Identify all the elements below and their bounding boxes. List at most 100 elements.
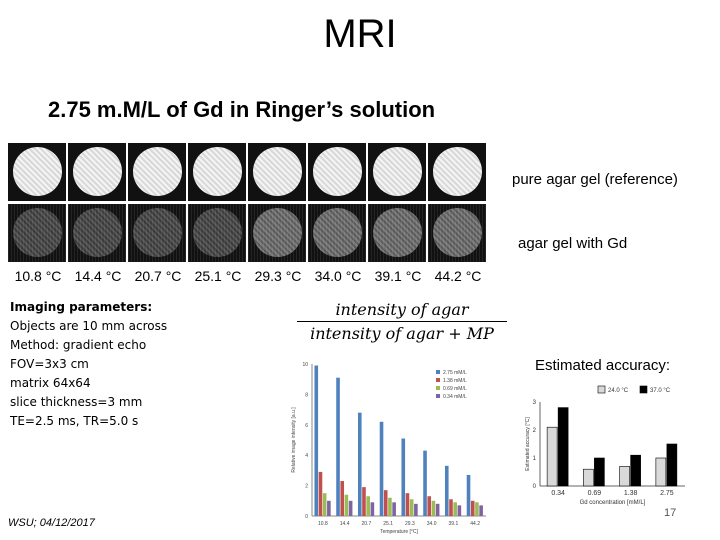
temperature-label: 44.2 °C (434, 268, 482, 284)
bar (336, 377, 340, 516)
bar (619, 466, 630, 487)
legend-label: 2.75 mM/L (443, 370, 467, 376)
x-tick-label: 39.1 (449, 521, 459, 527)
bar (405, 493, 410, 516)
parameter-line: FOV=3x3 cm (10, 357, 89, 371)
parameter-line: Method: gradient echo (10, 338, 147, 352)
x-tick-label: 0.34 (551, 490, 565, 497)
mri-image-pure (128, 143, 186, 201)
y-tick-label: 3 (533, 400, 537, 406)
mri-image-gd (308, 204, 366, 262)
mri-image-grid (8, 143, 486, 265)
bar (318, 471, 323, 516)
bar (594, 457, 605, 487)
imaging-parameters: Imaging parameters: Objects are 10 mm ac… (10, 298, 167, 431)
bar (392, 502, 396, 516)
x-tick-label: 34.0 (427, 521, 437, 527)
temperature-labels: 10.8 °C 14.4 °C 20.7 °C 25.1 °C 29.3 °C … (8, 268, 488, 284)
accuracy-label: Estimated accuracy: (535, 357, 671, 374)
bar (414, 503, 418, 516)
mri-row-pure (8, 143, 486, 201)
x-axis-title: Gd concentration [mM/L] (580, 500, 646, 506)
legend-label: 1.38 mM/L (443, 378, 467, 384)
x-tick-label: 10.8 (318, 521, 328, 527)
mri-image-pure (8, 143, 66, 201)
x-tick-label: 20.7 (362, 521, 372, 527)
y-tick-label: 10 (302, 362, 308, 368)
bar (423, 450, 427, 516)
mri-row-gd (8, 204, 486, 262)
y-tick-label: 2 (533, 428, 537, 434)
temperature-label: 10.8 °C (14, 268, 62, 284)
slide-subtitle: 2.75 m.M/L of Gd in Ringer’s solution (48, 97, 436, 122)
parameter-line: matrix 64x64 (10, 376, 91, 390)
bar (362, 487, 366, 516)
formula-numerator: intensity of agar (297, 300, 507, 322)
bar (583, 468, 594, 487)
temperature-label: 34.0 °C (314, 268, 362, 284)
bar (383, 490, 388, 516)
bar (470, 500, 475, 516)
bar (344, 494, 349, 516)
x-tick-label: 14.4 (340, 521, 350, 527)
legend-swatch (597, 385, 606, 394)
legend-label: 0.34 mM/L (443, 394, 467, 400)
x-tick-label: 44.2 (470, 521, 480, 527)
row-label-gd: agar gel with Gd (518, 235, 628, 252)
mri-image-gd (188, 204, 246, 262)
bar (401, 438, 406, 516)
bar (449, 499, 453, 516)
page-number: 17 (664, 507, 677, 519)
bar (409, 499, 414, 516)
accuracy-bar-chart: 0 1 2 3 0.34 0.69 1.38 2.75 Gd concentration [mM… (525, 385, 685, 506)
y-tick-label: 0 (533, 484, 537, 490)
y-tick-label: 2 (305, 484, 308, 490)
bar (435, 503, 440, 516)
bar (557, 407, 569, 487)
y-tick-label: 1 (533, 456, 537, 462)
bar (466, 474, 471, 516)
bar (546, 426, 558, 487)
row-label-pure: pure agar gel (reference) (512, 171, 678, 188)
y-tick-label: 6 (305, 423, 308, 429)
mri-image-gd (248, 204, 306, 262)
mri-image-pure (188, 143, 246, 201)
mri-image-pure (368, 143, 426, 201)
y-tick-label: 4 (305, 453, 308, 459)
x-tick-label: 2.75 (660, 490, 674, 497)
y-tick-label: 0 (305, 514, 308, 520)
x-tick-label: 0.69 (588, 490, 602, 497)
legend-swatch (436, 370, 440, 374)
temperature-label: 39.1 °C (374, 268, 422, 284)
bar (388, 497, 392, 516)
bar (444, 465, 449, 516)
legend-label: 37.0 °C (650, 388, 671, 394)
temperature-label: 29.3 °C (254, 268, 302, 284)
y-axis-title: Estimated accuracy [°C] (525, 417, 531, 471)
bar (655, 457, 667, 487)
mri-image-pure (248, 143, 306, 201)
bar (431, 500, 436, 516)
slide-title: MRI (323, 12, 397, 56)
mri-image-gd (128, 204, 186, 262)
y-tick-label: 8 (305, 392, 308, 398)
bar (348, 500, 353, 516)
legend-swatch (639, 385, 648, 394)
parameter-line: slice thickness=3 mm (10, 395, 143, 409)
bar (366, 496, 370, 516)
mri-image-pure (68, 143, 126, 201)
mri-image-pure (428, 143, 486, 201)
intensity-ratio-formula: intensity of agar intensity of agar + MP (297, 300, 507, 343)
footer-text: WSU; 04/12/2017 (8, 517, 95, 529)
mri-image-pure (308, 143, 366, 201)
mri-image-gd (8, 204, 66, 262)
bar (666, 443, 678, 487)
bar (475, 502, 479, 516)
mri-image-gd (68, 204, 126, 262)
x-tick-label: 29.3 (405, 521, 415, 527)
parameter-line: Objects are 10 mm across (10, 319, 168, 333)
bar (314, 365, 319, 516)
bar (457, 505, 462, 516)
bar (322, 493, 327, 516)
temperature-label: 20.7 °C (134, 268, 182, 284)
